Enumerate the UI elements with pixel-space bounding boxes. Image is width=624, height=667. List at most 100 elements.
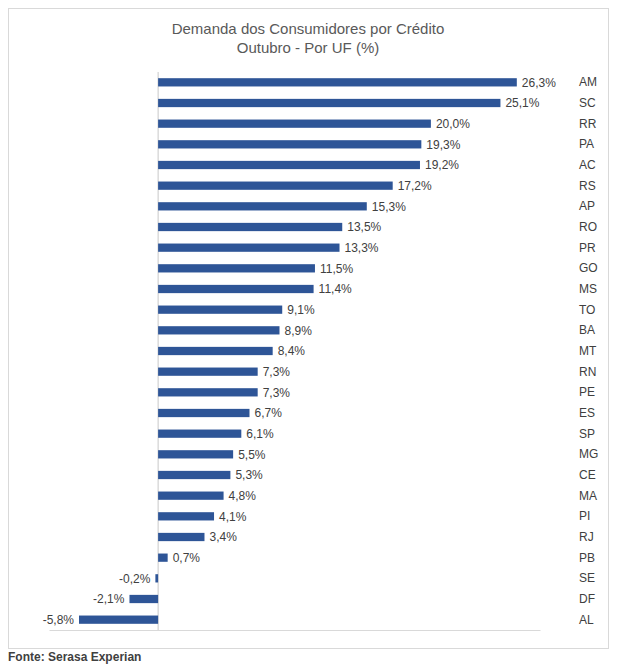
y-tick: RJ (575, 530, 594, 544)
data-label: 26,3% (522, 76, 556, 90)
data-label: 19,2% (425, 158, 459, 172)
bar (158, 244, 339, 252)
y-tick: CE (575, 468, 596, 482)
y-tick: PA (575, 137, 594, 151)
data-label: 6,7% (254, 406, 282, 420)
data-label: -2,1% (93, 592, 125, 606)
bar (158, 306, 282, 314)
y-tick-label: CE (579, 468, 596, 482)
bar (158, 388, 258, 396)
bar (158, 326, 279, 334)
data-label: 8,4% (278, 344, 306, 358)
bar (158, 120, 431, 128)
y-tick: TO (575, 303, 595, 317)
y-tick: SE (575, 571, 595, 585)
y-tick-label: AM (579, 75, 597, 89)
y-tick: PI (575, 509, 590, 523)
bar (158, 202, 367, 210)
data-label: 11,5% (320, 262, 353, 276)
bar (158, 78, 517, 86)
y-tick-label: RJ (579, 530, 594, 544)
y-tick-label: AC (579, 158, 596, 172)
subtitle: Outubro - Por UF (%) (237, 39, 380, 56)
bar (158, 161, 420, 169)
x-axis-line (50, 630, 541, 631)
y-tick-label: PI (579, 509, 590, 523)
y-tick-label: SC (579, 96, 596, 110)
y-tick: AL (575, 613, 594, 627)
y-tick-label: PR (579, 241, 596, 255)
bar (158, 99, 500, 107)
y-tick-label: RS (579, 179, 596, 193)
source: Fonte: Serasa Experian (8, 650, 141, 664)
data-labels: 26,3% 25,1% 20,0% 19,3% 19,2% 17,2% 15,3% 13,5%… (43, 76, 557, 627)
bar (155, 574, 158, 582)
data-label: -5,8% (43, 613, 75, 627)
data-label: 19,3% (426, 138, 460, 152)
data-label: 3,4% (209, 530, 237, 544)
y-tick-label: AP (579, 199, 595, 213)
bar (158, 347, 273, 355)
y-tick: RS (575, 179, 596, 193)
y-tick-label: RR (579, 117, 597, 131)
y-tick: ES (575, 406, 595, 420)
y-tick: MG (575, 447, 598, 461)
y-tick-label: RN (579, 365, 596, 379)
data-label: -0,2% (119, 572, 151, 586)
y-tick: SP (575, 427, 595, 441)
y-tick: MA (575, 489, 597, 503)
data-label: 7,3% (263, 386, 291, 400)
bar (158, 512, 214, 520)
y-tick: MS (575, 282, 597, 296)
data-label: 20,0% (436, 117, 470, 131)
y-tick-label: DF (579, 592, 595, 606)
bar (158, 430, 241, 438)
data-label: 5,5% (238, 448, 266, 462)
y-tick: RR (575, 117, 597, 131)
data-label: 15,3% (372, 200, 406, 214)
y-tick-label: AL (579, 613, 594, 627)
y-tick-label: SE (579, 571, 595, 585)
y-tick: PB (575, 551, 595, 565)
data-label: 4,8% (229, 489, 257, 503)
data-label: 13,5% (347, 220, 381, 234)
data-label: 13,3% (345, 241, 379, 255)
y-tick-label: ES (579, 406, 595, 420)
x-axis (50, 630, 541, 632)
data-label: 4,1% (219, 510, 247, 524)
bar (158, 409, 249, 417)
data-label: 0,7% (173, 551, 201, 565)
bars (79, 78, 517, 624)
title: Demanda dos Consumidores por Crédito (172, 20, 445, 37)
bar (158, 368, 258, 376)
y-axis: AM SC RR PA AC RS AP RO PR GO MS TO BA MT RN PE ES SP MG CE… (575, 75, 598, 626)
y-tick: SC (575, 96, 596, 110)
bar (158, 554, 168, 562)
frame (9, 9, 609, 649)
y-tick-label: TO (579, 303, 595, 317)
y-tick-label: BA (579, 323, 595, 337)
bar (158, 450, 233, 458)
y-tick-label: PE (579, 385, 595, 399)
y-tick: GO (575, 261, 598, 275)
y-tick-label: GO (579, 261, 598, 275)
y-tick: RN (575, 365, 596, 379)
data-label: 11,4% (319, 282, 352, 296)
bar (158, 264, 315, 272)
y-tick-label: MG (579, 447, 598, 461)
y-tick: BA (575, 323, 595, 337)
data-label: 25,1% (505, 96, 539, 110)
data-label: 7,3% (263, 365, 291, 379)
data-label: 9,1% (287, 303, 315, 317)
y-tick: MT (575, 344, 597, 358)
bar (79, 616, 158, 624)
data-label: 17,2% (398, 179, 432, 193)
y-tick-label: MA (579, 489, 597, 503)
data-label: 8,9% (284, 324, 312, 338)
bar (158, 140, 421, 148)
y-tick-label: RO (579, 220, 597, 234)
bar (158, 471, 230, 479)
data-label: 6,1% (246, 427, 274, 441)
y-tick-label: MS (579, 282, 597, 296)
y-tick: RO (575, 220, 597, 234)
